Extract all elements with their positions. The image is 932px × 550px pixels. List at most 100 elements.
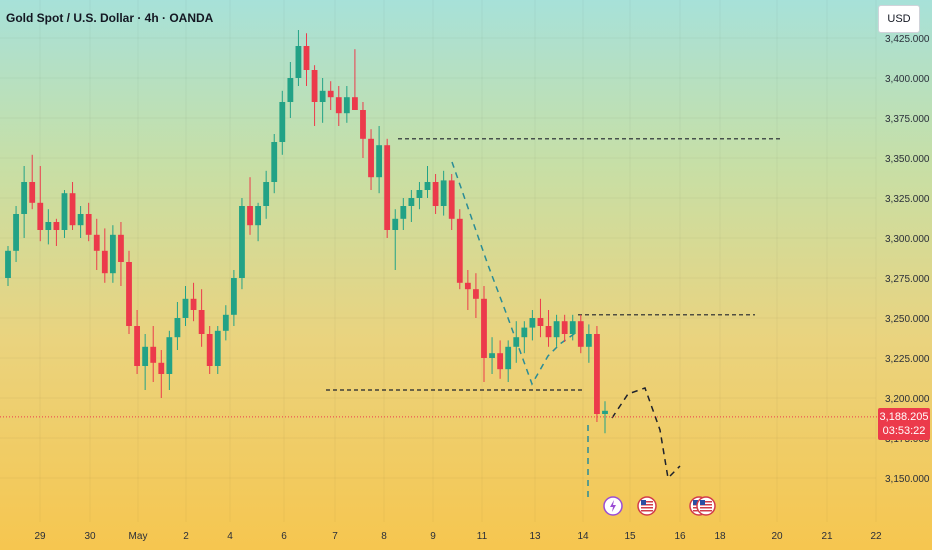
candle-body: [45, 222, 52, 230]
candle-body: [319, 90, 326, 102]
y-tick-label: 3,300.000: [885, 234, 930, 245]
candle: [489, 337, 495, 374]
y-tick-label: 3,250.000: [885, 314, 930, 325]
event-markers: [603, 496, 716, 516]
candle-body: [239, 206, 245, 278]
candle: [424, 166, 431, 198]
candle-body: [287, 78, 294, 102]
candle: [21, 166, 28, 238]
x-tick-label: 2: [183, 531, 189, 542]
candle: [101, 228, 108, 283]
candle: [247, 177, 253, 235]
candle: [481, 286, 487, 382]
candle-body: [118, 234, 124, 262]
candle-body: [134, 326, 140, 366]
flag-canton: [641, 500, 646, 505]
candle-body: [545, 326, 552, 338]
candle-body: [77, 214, 84, 226]
x-tick-label: 14: [577, 531, 589, 542]
candle-body: [473, 289, 479, 299]
candle-body: [53, 222, 60, 230]
candle: [206, 326, 213, 374]
time-axis[interactable]: 29 30 May 2 4 6 7 8 9 11 13 14 15 16 18 20 21 22: [34, 531, 882, 542]
candle-body: [214, 330, 221, 366]
candle-body: [464, 282, 471, 290]
candle-body: [174, 318, 181, 338]
candle: [545, 310, 552, 347]
candle: [239, 198, 245, 290]
candle: [5, 246, 11, 286]
level-lines: [326, 138, 780, 391]
flag-stripe: [700, 504, 712, 506]
candle-body: [21, 182, 28, 214]
candle-body: [505, 346, 512, 370]
candle-body: [150, 346, 157, 363]
event-badge: [696, 496, 716, 516]
x-tick-label: 13: [529, 531, 541, 542]
candle-body: [126, 262, 132, 326]
x-tick-label: 29: [34, 531, 46, 542]
candle-body: [101, 250, 108, 274]
candle-body: [416, 190, 423, 198]
candle-body: [392, 218, 399, 230]
candle: [448, 174, 455, 230]
candle: [166, 330, 173, 390]
grid: [0, 0, 877, 522]
candle-body: [537, 318, 544, 326]
candle: [255, 202, 261, 242]
candle-body: [521, 327, 528, 338]
us-flag-event-icon[interactable]: [637, 496, 657, 516]
y-tick-label: 3,400.000: [885, 74, 930, 85]
candle: [134, 310, 140, 374]
candle-body: [561, 321, 568, 334]
flag-stripe: [641, 510, 653, 512]
candle: [440, 170, 447, 216]
candle-body: [263, 182, 270, 206]
candle: [61, 190, 68, 238]
x-tick-label: 7: [332, 531, 338, 542]
candle: [109, 225, 116, 283]
projection-path-black: [611, 387, 681, 480]
lightning-event-icon[interactable]: [603, 496, 623, 516]
candle-body: [5, 250, 11, 278]
y-tick-label: 3,225.000: [885, 354, 930, 365]
candle-body: [230, 278, 237, 315]
candle: [400, 198, 407, 230]
candle-body: [109, 234, 116, 274]
candle: [85, 202, 92, 242]
candle-body: [85, 214, 92, 235]
candle: [497, 340, 504, 379]
candle-body: [513, 337, 520, 347]
y-tick-label: 3,325.000: [885, 194, 930, 205]
x-tick-label: 15: [624, 531, 636, 542]
candle: [561, 314, 568, 342]
candle: [456, 209, 463, 290]
x-tick-label: May: [129, 531, 148, 542]
candle: [577, 314, 584, 354]
candle-body: [368, 138, 374, 178]
candle: [408, 190, 415, 222]
current-price-tag: 3,188.205 03:53:22: [878, 408, 930, 440]
candle: [473, 273, 479, 318]
us-flag-event-icon[interactable]: [696, 496, 716, 516]
candle: [319, 78, 326, 123]
candle-body: [295, 46, 302, 78]
candle: [335, 86, 342, 126]
candle: [29, 154, 36, 210]
candle: [521, 321, 528, 354]
candle-body: [93, 234, 100, 251]
candle-body: [481, 298, 487, 358]
candle-body: [327, 90, 334, 98]
candle: [53, 218, 60, 246]
candle-body: [360, 110, 366, 139]
x-tick-label: 18: [714, 531, 726, 542]
currency-button[interactable]: USD: [878, 5, 920, 33]
candle-body: [432, 182, 439, 206]
candle-body: [553, 321, 560, 338]
candle: [416, 182, 423, 210]
candle-body: [29, 182, 36, 203]
candle: [271, 134, 278, 194]
candle: [594, 326, 600, 422]
